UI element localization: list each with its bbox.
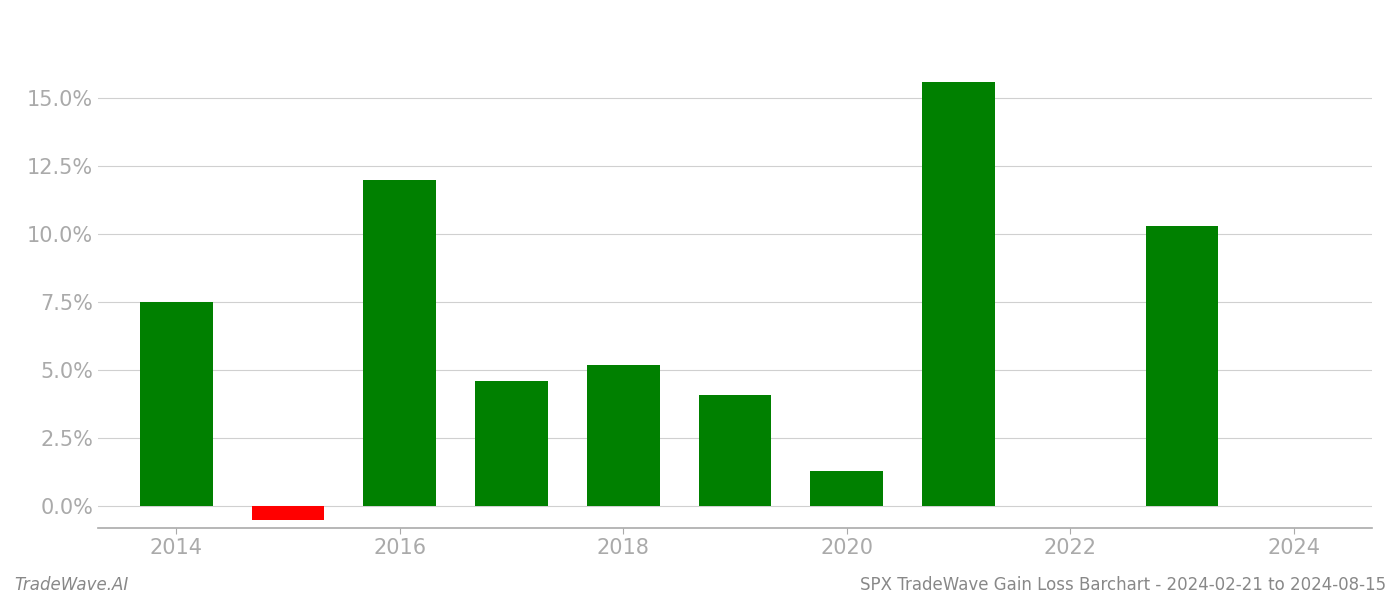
- Bar: [252, 506, 325, 520]
- Bar: [923, 82, 995, 506]
- Bar: [1145, 226, 1218, 506]
- Bar: [475, 381, 547, 506]
- Bar: [364, 179, 435, 506]
- Bar: [140, 302, 213, 506]
- Text: SPX TradeWave Gain Loss Barchart - 2024-02-21 to 2024-08-15: SPX TradeWave Gain Loss Barchart - 2024-…: [860, 576, 1386, 594]
- Text: TradeWave.AI: TradeWave.AI: [14, 576, 129, 594]
- Bar: [699, 395, 771, 506]
- Bar: [587, 365, 659, 506]
- Bar: [811, 471, 883, 506]
